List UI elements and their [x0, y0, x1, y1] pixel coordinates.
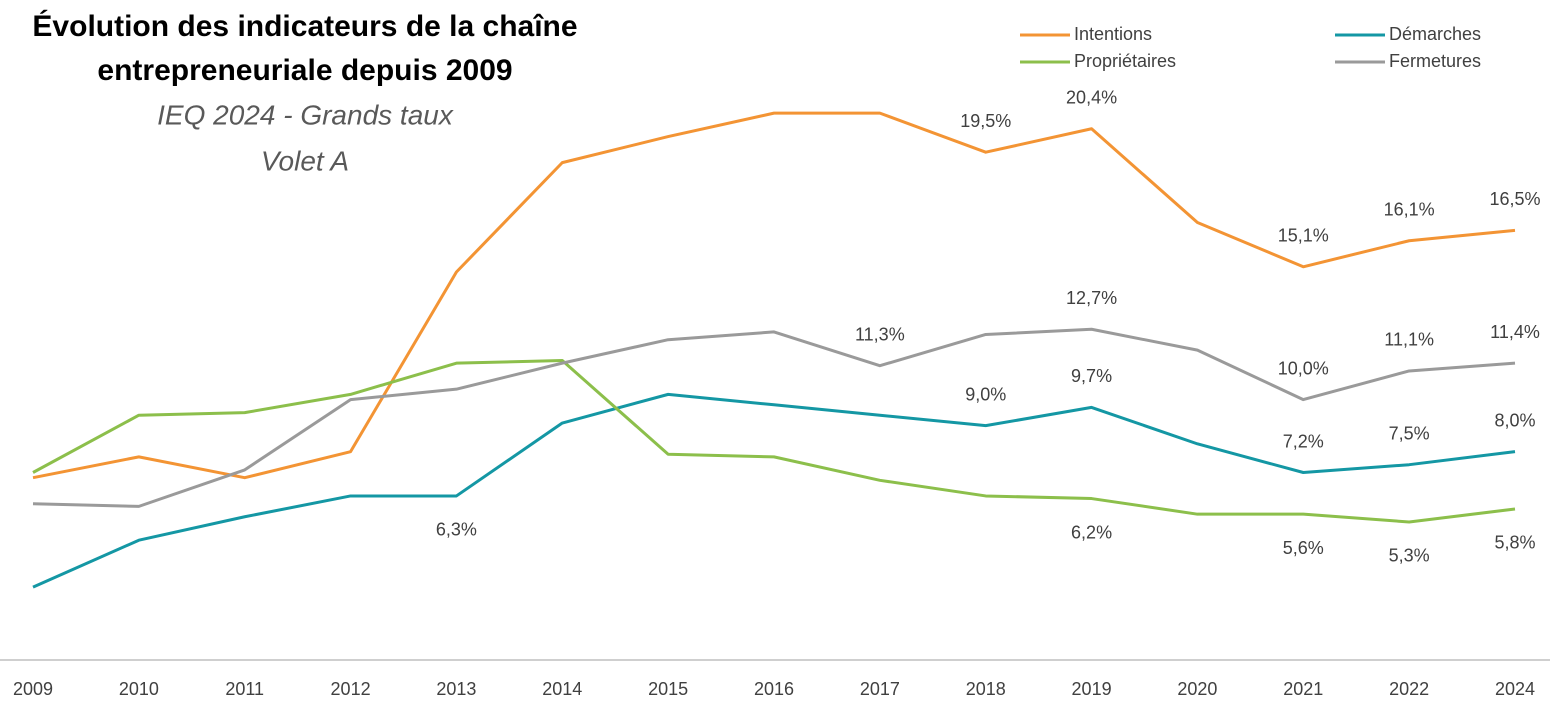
- data-label: 12,7%: [1066, 288, 1117, 308]
- data-label: 5,3%: [1389, 546, 1430, 566]
- data-label: 15,1%: [1278, 226, 1329, 246]
- chart-subtitle: Volet A: [261, 145, 349, 176]
- x-tick-label: 2013: [436, 679, 476, 699]
- data-label: 6,3%: [436, 520, 477, 540]
- legend-label: Propriétaires: [1074, 51, 1176, 71]
- data-label: 7,5%: [1389, 423, 1430, 443]
- x-tick-label: 2019: [1072, 679, 1112, 699]
- series-line: [32, 111, 1516, 480]
- x-tick-label: 2022: [1389, 679, 1429, 699]
- x-tick-label: 2014: [542, 679, 582, 699]
- x-tick-label: 2011: [225, 679, 264, 699]
- chart-title: entrepreneuriale depuis 2009: [97, 54, 512, 87]
- x-tick-label: 2015: [648, 679, 688, 699]
- data-label: 11,4%: [1490, 322, 1540, 342]
- series-line: [32, 392, 1516, 589]
- series-line: [32, 359, 1516, 524]
- data-label: 11,1%: [1384, 330, 1434, 350]
- data-label: 16,1%: [1384, 199, 1435, 219]
- data-label: 11,3%: [855, 324, 905, 344]
- chart-title: Évolution des indicateurs de la chaîne: [32, 9, 577, 43]
- chart-subtitle: IEQ 2024 - Grands taux: [157, 99, 454, 130]
- legend-label: Démarches: [1389, 24, 1481, 44]
- series-line: [32, 327, 1516, 508]
- data-label: 16,5%: [1489, 189, 1540, 209]
- legend-label: Intentions: [1074, 24, 1152, 44]
- x-tick-label: 2016: [754, 679, 794, 699]
- x-tick-label: 2009: [13, 679, 53, 699]
- legend-label: Fermetures: [1389, 51, 1481, 71]
- data-label: 5,6%: [1283, 538, 1324, 558]
- x-tick-label: 2020: [1177, 679, 1217, 699]
- data-label: 6,2%: [1071, 522, 1112, 542]
- data-label: 8,0%: [1494, 410, 1535, 430]
- data-label: 5,8%: [1494, 533, 1535, 553]
- data-label: 19,5%: [960, 111, 1011, 131]
- x-tick-label: 2012: [331, 679, 371, 699]
- data-label: 7,2%: [1283, 431, 1324, 451]
- x-tick-label: 2017: [860, 679, 900, 699]
- x-tick-label: 2018: [966, 679, 1006, 699]
- data-label: 9,7%: [1071, 366, 1112, 386]
- data-label: 9,0%: [965, 384, 1006, 404]
- data-label: 20,4%: [1066, 88, 1117, 108]
- x-tick-label: 2021: [1283, 679, 1323, 699]
- x-tick-label: 2010: [119, 679, 159, 699]
- x-tick-label: 2024: [1495, 679, 1535, 699]
- data-label: 10,0%: [1278, 358, 1329, 378]
